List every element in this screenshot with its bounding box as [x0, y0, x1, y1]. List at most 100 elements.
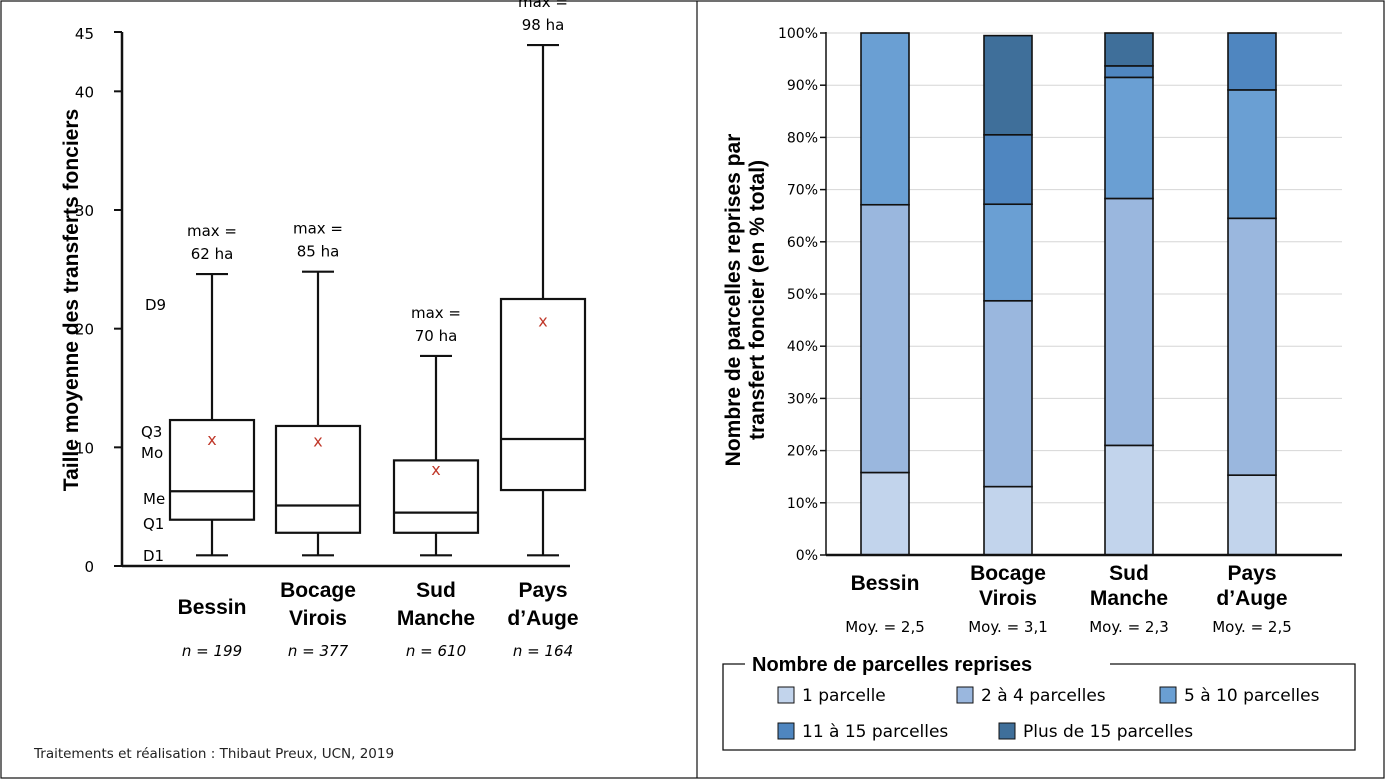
legend-label: 5 à 10 parcelles	[1184, 686, 1320, 706]
bar-segment	[983, 34, 1033, 136]
stacked-ytick-label: 30%	[787, 391, 818, 407]
bar-segment	[983, 299, 1033, 488]
category-label: Virois	[289, 607, 347, 630]
mean-marker: x	[207, 430, 216, 449]
stacked-bar-4	[1227, 32, 1277, 556]
legend-item: 5 à 10 parcelles	[1159, 686, 1320, 706]
stacked-ytick-label: 40%	[787, 339, 818, 355]
bar-segment	[860, 471, 910, 556]
legend: Nombre de parcelles reprises 1 parcelle 2…	[722, 654, 1356, 751]
bar-segment	[1104, 197, 1154, 447]
bar-segment	[1104, 444, 1154, 556]
stat-label-d1: D1	[143, 547, 164, 565]
credit-line: Traitements et réalisation : Thibaut Pre…	[33, 746, 394, 762]
category-label: Manche	[397, 607, 475, 630]
boxplot-ytick-label: 0	[84, 558, 94, 576]
boxplot-ytick-label: 40	[75, 83, 94, 101]
max-label: max =	[187, 222, 237, 240]
stacked-ytick-label: 70%	[787, 183, 818, 199]
stacked-bar-1	[860, 32, 910, 556]
box-2: x max = 85 ha	[274, 220, 362, 557]
category-label: Manche	[1090, 587, 1168, 610]
legend-title: Nombre de parcelles reprises	[752, 654, 1032, 676]
bar-segment	[860, 203, 910, 474]
legend-item: 11 à 15 parcelles	[777, 722, 948, 742]
stacked-ytick-label: 100%	[778, 26, 818, 42]
category-label: Pays	[518, 579, 567, 602]
legend-swatch	[777, 686, 795, 704]
category-mean: Moy. = 2,5	[845, 618, 925, 636]
bar-segment	[1104, 65, 1154, 79]
bar-segment	[1104, 76, 1154, 200]
stacked-bar-panel: Nombre de parcelles reprises par transfe…	[722, 26, 1356, 751]
legend-swatch	[956, 686, 974, 704]
stacked-ytick-label: 0%	[796, 548, 818, 564]
mean-marker: x	[538, 312, 547, 331]
stacked-ylabel-line1: Nombre de parcelles reprises par	[722, 134, 745, 467]
box-4: x max = 98 ha	[499, 0, 587, 557]
legend-label: 2 à 4 parcelles	[981, 686, 1106, 706]
sample-size: n = 199	[182, 642, 242, 660]
stat-label-mo: Mo	[141, 444, 163, 462]
bar-segment	[1227, 217, 1277, 476]
stacked-ytick-label: 10%	[787, 496, 818, 512]
max-value: 70 ha	[415, 327, 458, 345]
legend-item: 2 à 4 parcelles	[956, 686, 1106, 706]
iqr-box	[499, 297, 587, 492]
category-label: Sud	[1109, 562, 1149, 585]
max-value: 62 ha	[191, 245, 234, 263]
legend-swatch	[998, 722, 1016, 740]
category-label: Bessin	[851, 572, 920, 595]
boxplot-ylabel: Taille moyenne des transferts fonciers	[60, 109, 83, 491]
legend-box	[722, 663, 1356, 751]
boxplot-ytick-label: 10	[75, 439, 94, 457]
box-3: x max = 70 ha	[392, 304, 480, 557]
sample-size: n = 164	[513, 642, 573, 660]
stacked-bar-3	[1104, 32, 1154, 556]
max-value: 85 ha	[297, 243, 340, 261]
box-1: x max = 62 ha	[168, 222, 256, 557]
legend-label: Plus de 15 parcelles	[1023, 722, 1193, 742]
legend-label: 11 à 15 parcelles	[802, 722, 948, 742]
category-mean: Moy. = 2,5	[1212, 618, 1292, 636]
mean-marker: x	[313, 431, 322, 450]
max-label: max =	[293, 220, 343, 238]
category-label: Bessin	[178, 596, 247, 619]
category-label: Sud	[416, 579, 456, 602]
bar-segment	[1227, 474, 1277, 556]
boxplot-ytick-label: 45	[75, 25, 94, 43]
category-label: d’Auge	[507, 607, 578, 630]
sample-size: n = 610	[406, 642, 466, 660]
stat-label-me: Me	[143, 490, 165, 508]
boxplot-ytick-label: 20	[75, 321, 94, 339]
legend-label: 1 parcelle	[802, 686, 886, 706]
mean-marker: x	[431, 460, 440, 479]
iqr-box	[274, 424, 362, 534]
stat-label-q1: Q1	[143, 515, 164, 533]
legend-swatch	[777, 722, 795, 740]
iqr-box	[168, 418, 256, 521]
boxplot-panel: Taille moyenne des transferts fonciers 0…	[33, 0, 587, 762]
stacked-ytick-label: 20%	[787, 444, 818, 460]
category-label: Bocage	[280, 579, 356, 602]
stacked-bar-2	[983, 34, 1033, 556]
stacked-ytick-label: 80%	[787, 130, 818, 146]
max-label: max =	[518, 0, 568, 11]
bar-segment	[983, 485, 1033, 556]
bar-segment	[1227, 89, 1277, 220]
max-value: 98 ha	[522, 16, 565, 34]
bar-segment	[983, 133, 1033, 206]
category-label: Virois	[979, 587, 1037, 610]
iqr-box	[392, 459, 480, 534]
stacked-ytick-label: 90%	[787, 78, 818, 94]
bar-segment	[983, 203, 1033, 302]
legend-item: 1 parcelle	[777, 686, 886, 706]
max-label: max =	[411, 304, 461, 322]
stat-label-d9: D9	[145, 296, 166, 314]
stacked-ytick-label: 60%	[787, 235, 818, 251]
category-label: Pays	[1227, 562, 1276, 585]
category-mean: Moy. = 2,3	[1089, 618, 1169, 636]
bar-segment	[1227, 32, 1277, 91]
category-label: Bocage	[970, 562, 1046, 585]
